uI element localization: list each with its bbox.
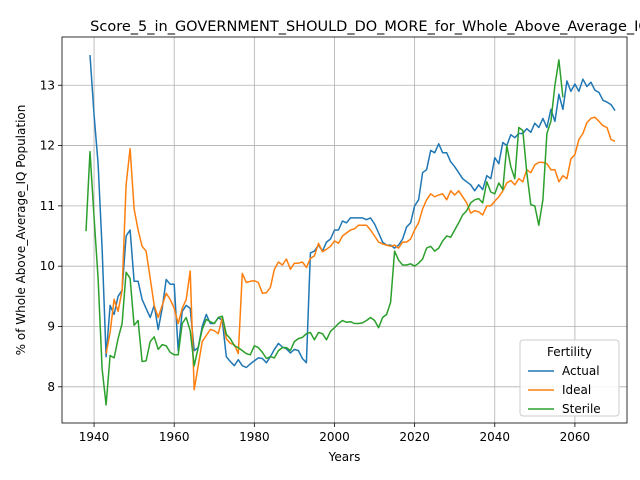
x-axis-ticks: 1940 1960 1980 2000 2020 2040 2060	[79, 423, 590, 444]
x-tick-label: 2060	[560, 430, 591, 444]
x-tick-label: 2020	[399, 430, 430, 444]
x-tick-label: 1960	[159, 430, 190, 444]
series-lines	[85, 55, 616, 406]
y-tick-label: 11	[40, 199, 55, 213]
y-tick-label: 8	[47, 380, 55, 394]
x-axis-label: Years	[328, 450, 361, 464]
y-tick-label: 10	[40, 259, 55, 273]
series-line-ideal	[105, 116, 616, 391]
legend-label-actual: Actual	[562, 364, 600, 378]
y-tick-label: 12	[40, 139, 55, 153]
series-line-actual	[89, 55, 616, 369]
y-axis-label: % of Whole Above_Average_IQ Population	[14, 105, 28, 356]
y-tick-label: 13	[40, 78, 55, 92]
series-line-sterile	[85, 59, 564, 406]
legend-box	[519, 339, 620, 417]
x-tick-label: 1980	[239, 430, 270, 444]
plot-frame	[61, 36, 628, 424]
legend-title: Fertility	[547, 345, 592, 359]
x-tick-label: 2000	[319, 430, 350, 444]
chart-title: Score_5_in_GOVERNMENT_SHOULD_DO_MORE_for…	[90, 19, 640, 35]
x-tick-label: 1940	[79, 430, 110, 444]
legend-label-sterile: Sterile	[562, 402, 601, 416]
legend-label-ideal: Ideal	[562, 383, 591, 397]
legend: Fertility Actual Ideal Sterile	[519, 339, 620, 417]
y-tick-label: 9	[47, 320, 55, 334]
x-tick-label: 2040	[479, 430, 510, 444]
y-axis-ticks: 8 9 10 11 12 13	[40, 78, 62, 394]
